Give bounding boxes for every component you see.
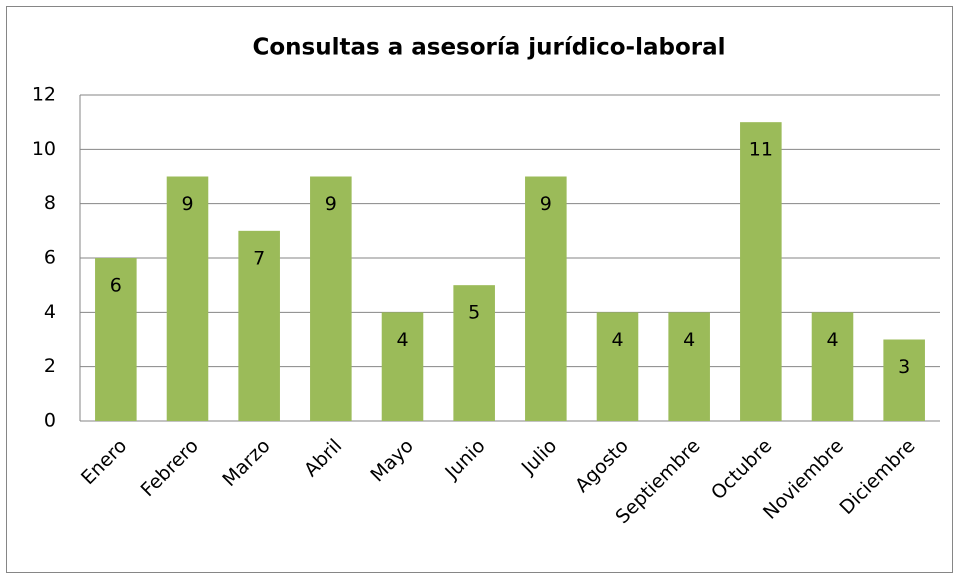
bar <box>596 312 639 421</box>
data-label: 3 <box>898 356 910 378</box>
bar <box>310 176 352 421</box>
y-tick-label: 2 <box>44 355 56 377</box>
y-tick-label: 8 <box>44 192 56 214</box>
data-label: 4 <box>826 329 838 351</box>
data-label: 5 <box>468 302 480 324</box>
data-label: 4 <box>683 329 695 351</box>
data-label: 7 <box>253 247 265 269</box>
bar <box>811 312 854 421</box>
chart-title: Consultas a asesoría jurídico-laboral <box>252 35 725 61</box>
data-label: 4 <box>396 329 408 351</box>
y-tick-label: 4 <box>44 301 56 323</box>
y-tick-label: 10 <box>32 138 56 160</box>
data-label: 6 <box>110 275 122 297</box>
data-label: 9 <box>181 193 193 215</box>
y-tick-label: 0 <box>44 410 56 432</box>
data-label: 9 <box>325 193 337 215</box>
data-label: 9 <box>540 193 552 215</box>
bar <box>883 339 925 421</box>
bar <box>238 230 280 421</box>
bar <box>95 258 137 421</box>
bar <box>166 176 209 421</box>
data-label: 4 <box>611 329 623 351</box>
bar <box>740 122 782 422</box>
bar <box>381 312 424 421</box>
y-tick-label: 12 <box>32 84 56 106</box>
bar <box>525 176 567 421</box>
bar <box>668 312 710 421</box>
bar <box>453 285 495 421</box>
data-label: 11 <box>749 139 773 161</box>
y-tick-label: 6 <box>44 247 56 269</box>
